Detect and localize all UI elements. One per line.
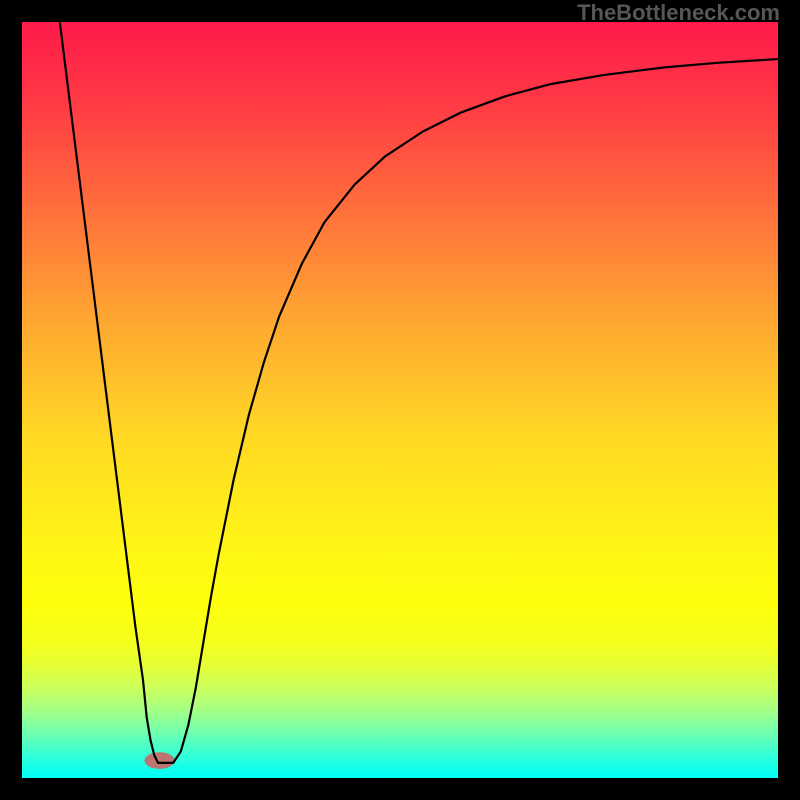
watermark-text: TheBottleneck.com <box>577 0 780 26</box>
gradient-background <box>22 22 778 778</box>
chart-container: TheBottleneck.com <box>0 0 800 800</box>
highlight-marker <box>144 752 174 769</box>
plot-area <box>22 22 778 778</box>
chart-svg <box>22 22 778 778</box>
